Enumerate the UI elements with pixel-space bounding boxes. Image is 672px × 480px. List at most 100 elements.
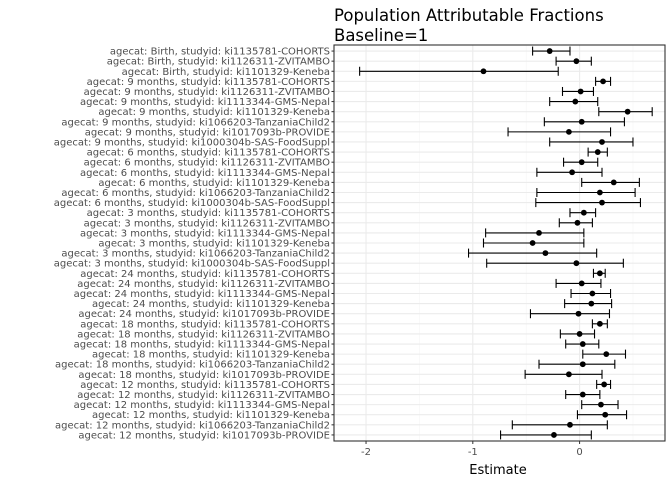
y-tick-label: agecat: 12 months, studyid: ki1101329-Ke… [92, 410, 330, 421]
point-estimate [596, 270, 603, 277]
point-estimate [578, 118, 585, 125]
point-estimates [480, 48, 631, 438]
y-tick-label: agecat: 24 months, studyid: ki1101329-Ke… [92, 299, 330, 310]
point-estimate [566, 128, 572, 135]
point-estimate [594, 149, 601, 155]
point-estimate [480, 68, 487, 75]
y-tick-label: agecat: 24 months, studyid: ki1126311-ZV… [77, 279, 330, 290]
y-tick-label: agecat: Birth, studyid: ki1101329-Keneba [122, 67, 330, 78]
point-estimate [596, 320, 603, 327]
point-estimate [573, 260, 580, 267]
y-tick-label: agecat: 12 months, studyid: ki1113344-GM… [74, 400, 330, 411]
ci-bar [564, 299, 613, 309]
y-tick-label: agecat: 24 months, studyid: ki1135781-CO… [80, 269, 330, 280]
point-estimate [573, 58, 580, 65]
point-estimate [624, 108, 631, 115]
ci-bar [524, 369, 603, 379]
ci-bar [555, 278, 602, 288]
point-estimate [579, 391, 586, 398]
point-estimate [575, 310, 582, 317]
point-estimate [572, 98, 579, 105]
y-tick-label: agecat: 6 months, studyid: ki1126311-ZVI… [84, 158, 331, 169]
ci-bar [581, 177, 640, 187]
point-estimate [542, 250, 549, 257]
y-tick-label: agecat: 6 months, studyid: ki1113344-GMS… [80, 168, 330, 179]
point-estimate [588, 300, 595, 307]
y-tick-label: agecat: 6 months, studyid: ki1101329-Ken… [98, 178, 330, 189]
ci-bar [511, 420, 608, 430]
x-tick-label: 0 [576, 447, 582, 458]
ci-bar [467, 248, 598, 258]
point-estimate [580, 209, 587, 216]
point-estimate [574, 219, 581, 226]
point-estimate [598, 401, 604, 408]
point-estimate [566, 371, 572, 378]
y-tick-label: agecat: 6 months, studyid: ki1066203-Tan… [61, 188, 330, 199]
y-tick-label: agecat: 3 months, studyid: ki1126311-ZVI… [84, 218, 331, 229]
y-tick-label: agecat: 18 months, studyid: ki1135781-CO… [80, 319, 330, 330]
y-tick-label: agecat: 9 months, studyid: ki1000304b-SA… [54, 137, 330, 148]
y-tick-label: agecat: 18 months, studyid: ki1017093b-P… [78, 370, 330, 381]
point-estimate [578, 280, 585, 287]
y-tick-label: agecat: 9 months, studyid: ki1017093b-PR… [85, 127, 330, 138]
y-tick-label: agecat: 12 months, studyid: ki1017093b-P… [78, 430, 330, 441]
y-tick-label: agecat: 12 months, studyid: ki1066203-Ta… [55, 420, 330, 431]
point-estimate [589, 290, 596, 297]
point-estimate [600, 78, 606, 85]
point-estimate [551, 432, 557, 438]
chart-subtitle: Baseline=1 [334, 26, 428, 45]
y-tick-label: agecat: 24 months, studyid: ki1017093b-P… [78, 309, 330, 320]
ci-bar [576, 410, 628, 420]
y-tick-label: agecat: 3 months, studyid: ki1000304b-SA… [54, 259, 330, 270]
y-tick-label: agecat: 24 months, studyid: ki1113344-GM… [74, 289, 330, 300]
ci-bar [536, 187, 636, 197]
x-tick-label: -2 [361, 447, 371, 458]
ci-bar [549, 137, 634, 147]
y-tick-label: agecat: 9 months, studyid: ki1126311-ZVI… [84, 87, 331, 98]
point-estimate [610, 179, 617, 186]
y-tick-label: agecat: 18 months, studyid: ki1101329-Ke… [92, 350, 330, 361]
point-estimate [599, 139, 605, 145]
y-tick-label: agecat: 12 months, studyid: ki1126311-ZV… [77, 390, 330, 401]
point-estimate [567, 421, 573, 428]
y-tick-label: agecat: Birth, studyid: ki1135781-COHORT… [110, 47, 330, 58]
point-estimate [529, 240, 536, 246]
y-tick-label: agecat: 3 months, studyid: ki1135781-COH… [87, 208, 330, 219]
ci-bar [359, 66, 559, 76]
y-tick-label: agecat: 3 months, studyid: ki1101329-Ken… [98, 239, 330, 250]
y-tick-label: agecat: 9 months, studyid: ki1135781-COH… [87, 77, 330, 88]
y-tick-label: agecat: 3 months, studyid: ki1066203-Tan… [61, 249, 330, 260]
point-estimate [569, 169, 576, 176]
point-estimate [601, 381, 608, 388]
ci-bar [538, 359, 616, 369]
ci-bar [529, 309, 611, 319]
x-axis-ticks: -2 -1 0 [361, 441, 583, 458]
ci-bar [485, 228, 585, 238]
point-estimate [576, 331, 583, 337]
y-tick-label: agecat: 3 months, studyid: ki1113344-GMS… [80, 228, 330, 239]
y-tick-label: agecat: 18 months, studyid: ki1126311-ZV… [77, 329, 330, 340]
point-estimate [577, 88, 584, 95]
point-estimate [599, 199, 605, 206]
point-estimate [596, 189, 603, 196]
y-tick-label: agecat: 12 months, studyid: ki1135781-CO… [80, 380, 330, 391]
point-estimate [578, 159, 585, 166]
point-estimate [546, 48, 553, 54]
point-estimate [536, 229, 542, 236]
ci-bar [486, 258, 624, 268]
y-tick-label: agecat: 18 months, studyid: ki1066203-Ta… [55, 360, 330, 371]
panel-border [333, 44, 666, 442]
ci-bar [535, 198, 641, 208]
y-tick-label: agecat: 9 months, studyid: ki1113344-GMS… [80, 97, 330, 108]
y-tick-label: agecat: 9 months, studyid: ki1101329-Ken… [98, 107, 330, 118]
y-tick-label: agecat: 6 months, studyid: ki1000304b-SA… [54, 198, 330, 209]
y-tick-label: agecat: 6 months, studyid: ki1135781-COH… [87, 148, 330, 159]
point-estimate [602, 411, 609, 418]
ci-bar [507, 127, 612, 137]
x-tick-label: -1 [468, 447, 478, 458]
y-tick-label: agecat: Birth, studyid: ki1126311-ZVITAM… [107, 57, 330, 68]
x-axis-title: Estimate [469, 463, 526, 478]
ci-bar [500, 430, 592, 440]
chart-title: Population Attributable Fractions [334, 6, 604, 25]
